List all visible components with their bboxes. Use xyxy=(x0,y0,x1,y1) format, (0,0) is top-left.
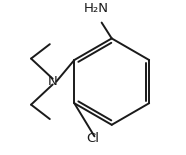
Text: H₂N: H₂N xyxy=(83,2,108,15)
Text: Cl: Cl xyxy=(86,132,100,145)
Text: N: N xyxy=(48,75,57,88)
